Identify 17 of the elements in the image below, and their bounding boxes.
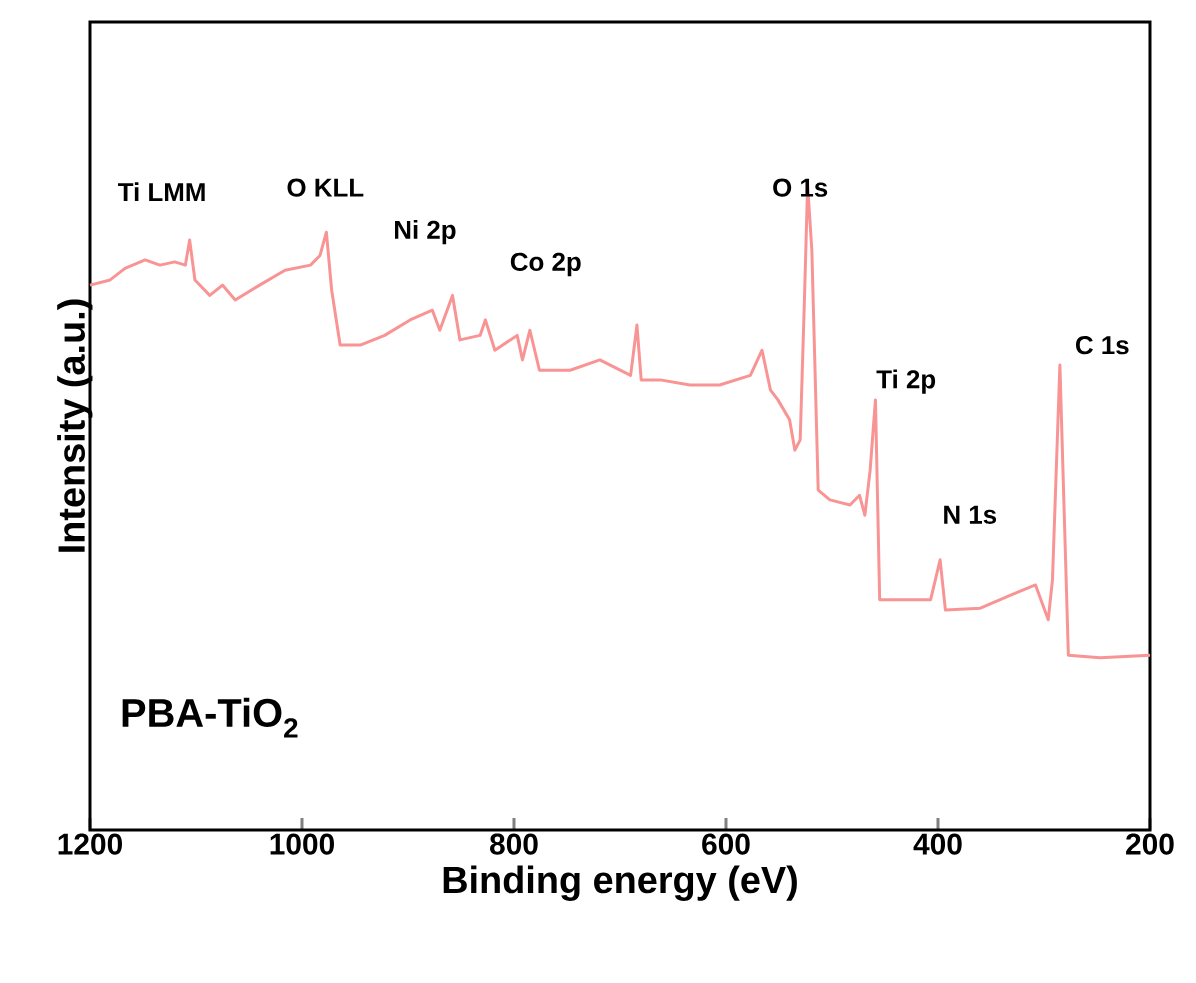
x-tick-label: 200 (1126, 833, 1174, 855)
x-tick-label: 600 (702, 833, 750, 855)
x-tick-label: 800 (490, 833, 538, 855)
x-tick-label: 1000 (270, 833, 334, 855)
x-axis-title: Binding energy (eV) (443, 865, 797, 901)
y-axis-title: Intensity (a.u.) (57, 299, 93, 552)
annotation: PBA-TiO$_{2}$ (122, 697, 298, 738)
x-tick-label: 1200 (58, 833, 122, 855)
annotation: O KLL (287, 178, 364, 197)
annotation: O 1s (773, 178, 828, 197)
annotation: Co 2p (510, 252, 581, 277)
annotation: Ti 2p (876, 369, 936, 394)
annotation: C 1s (1076, 336, 1129, 355)
x-tick-label: 400 (913, 833, 962, 855)
annotation: Ni 2p (395, 220, 456, 245)
annotation: N 1s (944, 505, 997, 524)
annotation: Ti LMM (117, 182, 205, 202)
